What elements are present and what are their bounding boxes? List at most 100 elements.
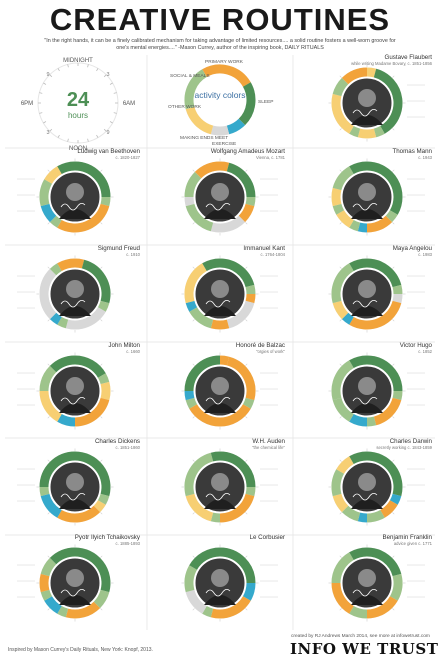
legend-arc-sleep [238, 82, 256, 126]
signature-mark [352, 397, 378, 405]
clock-tick [43, 82, 47, 85]
activity-arc [219, 493, 255, 523]
signature-mark [205, 589, 231, 597]
legend-noon: NOON [69, 146, 87, 152]
portrait-shoulders [351, 595, 383, 605]
portrait-shoulders [351, 115, 383, 125]
activity-arc [357, 222, 368, 233]
portrait-face [358, 569, 376, 587]
portrait-shoulders [59, 403, 91, 413]
portrait-face [358, 89, 376, 107]
activity-arc [245, 293, 256, 304]
signature-mark [60, 397, 86, 405]
activity-arc [331, 469, 345, 497]
signature-mark [60, 589, 86, 597]
hour-tick [47, 169, 50, 172]
activity-arc [39, 268, 57, 320]
activity-arc [385, 210, 398, 223]
activity-arc [341, 67, 368, 85]
clock-tick [49, 74, 53, 78]
legend-3-bottom: 3 [46, 130, 49, 136]
portrait-shoulders [59, 595, 91, 605]
activity-arc [74, 161, 111, 198]
legend-9-bottom: 9 [106, 130, 109, 136]
hour-tick [339, 75, 342, 78]
person-name: Wolfgang Amadeus Mozart [211, 148, 285, 155]
portrait-face [211, 183, 229, 201]
hour-tick [100, 169, 103, 172]
activity-arc [242, 582, 256, 601]
signature-mark [60, 300, 86, 308]
activity-arc [349, 605, 368, 619]
activity-arc [81, 259, 111, 304]
legend-center-text: activity colors [194, 90, 245, 100]
activity-arc [332, 77, 349, 97]
legend-ends-meet: MAKING ENDS MEET [180, 135, 228, 141]
activity-arc [349, 547, 368, 561]
activity-arc [366, 355, 403, 392]
activity-arc [93, 589, 110, 609]
activity-arc [184, 452, 214, 497]
activity-arc [226, 300, 255, 329]
legend-activity-colors: activity colors PRIMARY WORK SLEEP SOCIA… [168, 59, 273, 147]
activity-arc [65, 307, 106, 330]
hour-tick [100, 266, 103, 269]
activity-arc [57, 258, 76, 272]
activity-arc [341, 312, 354, 325]
person-name: Immanuel Kant [243, 245, 285, 252]
legend-6pm: 6PM [21, 101, 33, 107]
signature-mark [352, 300, 378, 308]
person-name: Le Corbusier [250, 534, 285, 541]
activity-arc [185, 203, 214, 232]
activity-arc [219, 161, 230, 172]
activity-arc [219, 451, 256, 488]
activity-arc [49, 263, 62, 276]
activity-arc [357, 512, 368, 523]
person-name: Sigmund Freud [98, 245, 141, 252]
activity-arc [189, 547, 221, 571]
hour-tick [339, 416, 342, 419]
portrait-shoulders [204, 499, 236, 509]
activity-arc [184, 390, 195, 401]
clock-tick [39, 112, 43, 114]
hour-tick [192, 459, 195, 462]
activity-arc [194, 161, 221, 179]
portrait-face [358, 377, 376, 395]
portrait-shoulders [351, 306, 383, 316]
person-subtitle: "the chemical life" [252, 445, 286, 450]
activity-arc [184, 171, 202, 198]
hour-tick [192, 416, 195, 419]
hour-tick [339, 128, 342, 131]
activity-arc [349, 355, 368, 369]
hour-tick [192, 512, 195, 515]
activity-arc [184, 565, 198, 593]
activity-arc [184, 355, 221, 392]
activity-arc [189, 307, 214, 329]
signature-mark [60, 493, 86, 501]
portrait-shoulders [59, 209, 91, 219]
footer-brand: INFO WE TRUST [290, 640, 439, 658]
hour-tick [100, 459, 103, 462]
signature-mark [352, 493, 378, 501]
activity-arc [57, 316, 69, 329]
activity-arc [349, 125, 361, 138]
person-subtitle: secretly working c. 1843-1859 [376, 445, 432, 450]
intro-quote: "In the right hands, it can be a finely … [44, 38, 396, 51]
activity-arc [39, 390, 63, 422]
hour-tick [100, 512, 103, 515]
activity-arc [39, 365, 57, 392]
clock-tick [67, 138, 69, 142]
portrait-face [358, 280, 376, 298]
hour-tick [339, 459, 342, 462]
activity-arc [366, 451, 403, 497]
activity-arc [349, 219, 361, 232]
person-subtitle: c. 1660 [126, 349, 140, 354]
activity-arc [366, 215, 393, 233]
hour-tick [100, 319, 103, 322]
clock-tick [67, 64, 69, 68]
activity-arc [57, 605, 69, 618]
clock-tick [87, 138, 89, 142]
